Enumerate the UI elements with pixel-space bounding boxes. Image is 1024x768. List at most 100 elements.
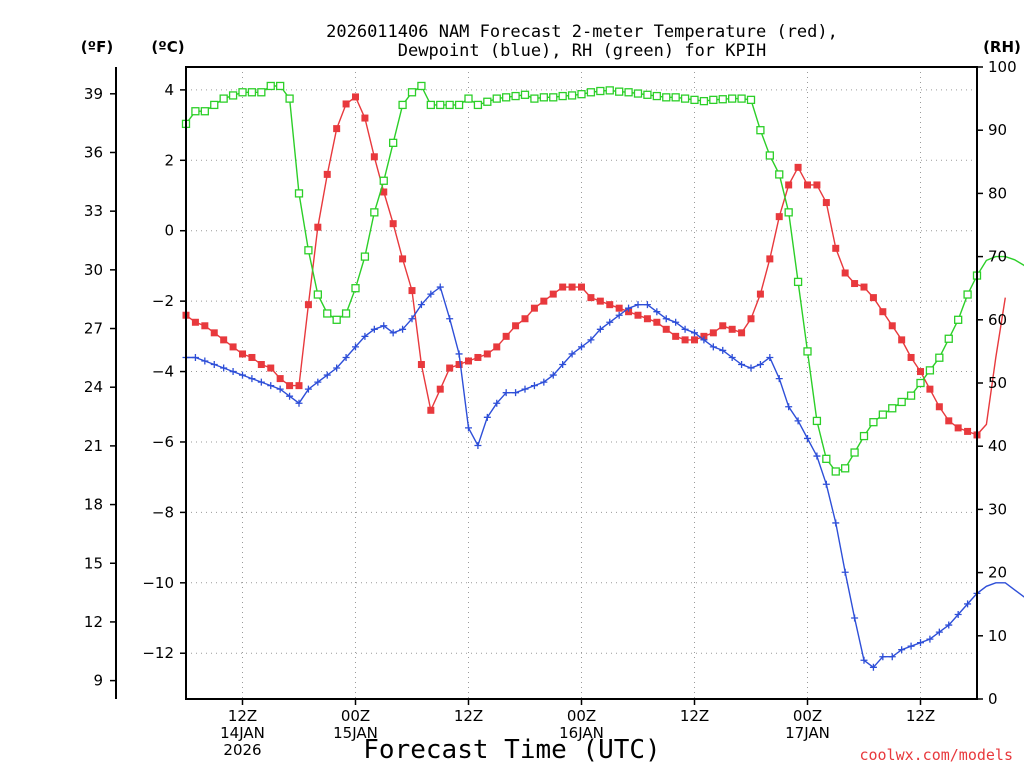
dewpoint-point [804,434,811,442]
dewpoint-point [446,315,454,323]
fahrenheit-tick-label: 27 [84,320,103,338]
celsius-tick-label: −6 [152,433,174,451]
time-tick-label: 12Z [454,707,483,725]
dewpoint-point [747,364,755,372]
dewpoint-point [625,304,633,312]
temperature-point [201,322,209,330]
rh-point [539,93,548,102]
temperature-point [606,301,614,309]
temperature-point [785,181,793,189]
dewpoint-point [399,325,407,333]
dewpoint-point [672,318,680,326]
rh-point [473,100,483,110]
time-tick-label: 12Z [906,707,935,725]
temperature-point [267,364,275,372]
dewpoint-point [756,361,764,369]
dewpoint-point [323,371,331,379]
temperature-point [286,382,294,390]
temperature-point [427,406,435,414]
temperature-point [248,353,256,361]
rh-tick-label: 60 [988,311,1007,329]
rh-point [897,397,906,407]
rh-point [596,86,605,96]
rh-point [332,315,341,324]
dewpoint-point [888,653,896,661]
rh-point [944,334,953,343]
dewpoint-point [954,610,962,618]
temperature-point [775,213,783,221]
dewpoint-point [785,403,793,411]
rh-point [624,88,633,97]
rh-point [916,378,925,388]
chart-title-line2: Dewpoint (blue), RH (green) for KPIH [398,41,766,61]
dewpoint-point [738,361,746,369]
temperature-point [540,297,548,305]
temperature-point [361,114,369,122]
rh-point [379,176,388,185]
temperature-point [691,336,698,344]
rh-point [464,94,473,103]
dewpoint-point [578,343,585,351]
celsius-tick-label: −10 [142,574,174,592]
dewpoint-point [709,343,717,351]
dewpoint-point [502,389,510,397]
rh-point [558,91,567,101]
temperature-point [493,343,501,351]
temperature-point [530,304,538,312]
rh-tick-label: 50 [988,374,1007,392]
dewpoint-line [186,285,1024,669]
temperature-point [455,361,463,369]
dewpoint-point [719,346,727,354]
rh-point [483,97,492,106]
rh-point [709,95,718,105]
rh-point [389,138,398,147]
rh-tick-label: 30 [988,500,1007,518]
rh-point [294,189,304,198]
dewpoint-point [691,329,698,337]
dewpoint-point [926,635,934,643]
temperature-point [370,153,378,161]
rh-point [502,93,511,102]
temperature-point [191,318,199,326]
time-tick-label: 17JAN [785,724,830,742]
dewpoint-point [681,325,689,333]
x-axis-title: Forecast Time (UTC) [363,735,660,765]
dewpoint-point [596,325,604,333]
rh-point [341,309,351,318]
rh-tick-label: 90 [988,121,1007,139]
dewpoint-point [945,621,953,629]
rh-point [605,86,614,95]
rh-point [530,94,539,103]
fahrenheit-tick-label: 15 [84,554,103,572]
rh-tick-label: 40 [988,437,1007,455]
dewpoint-point [427,290,435,298]
rh-point [238,88,247,97]
temperature-point [549,290,557,298]
dewpoint-point [314,378,322,386]
celsius-tick-label: −12 [142,644,174,662]
temperature-point [917,368,924,376]
temperature-point [417,361,425,369]
rh-point [191,107,200,116]
dewpoint-point [483,413,491,421]
dewpoint-point [389,329,397,337]
celsius-tick-label: −8 [152,503,174,521]
temperature-point [728,325,736,333]
temperature-point [474,353,482,361]
dewpoint-point [417,301,425,309]
temperature-point [342,100,350,108]
rh-point [520,90,530,99]
dewpoint-point [587,336,595,344]
fahrenheit-axis: 39 36 33 30 27 24 21 18 15 12 9 [84,85,116,690]
dewpoint-point [201,357,209,365]
rh-point [859,431,869,441]
rh-point [831,467,840,476]
temperature-point [512,322,520,330]
rh-line [185,84,1024,473]
dewpoint-point [304,385,312,393]
dewpoint-point [615,311,623,319]
dewpoint-point [568,350,576,358]
rh-point [219,94,228,103]
rh-point [407,88,417,97]
